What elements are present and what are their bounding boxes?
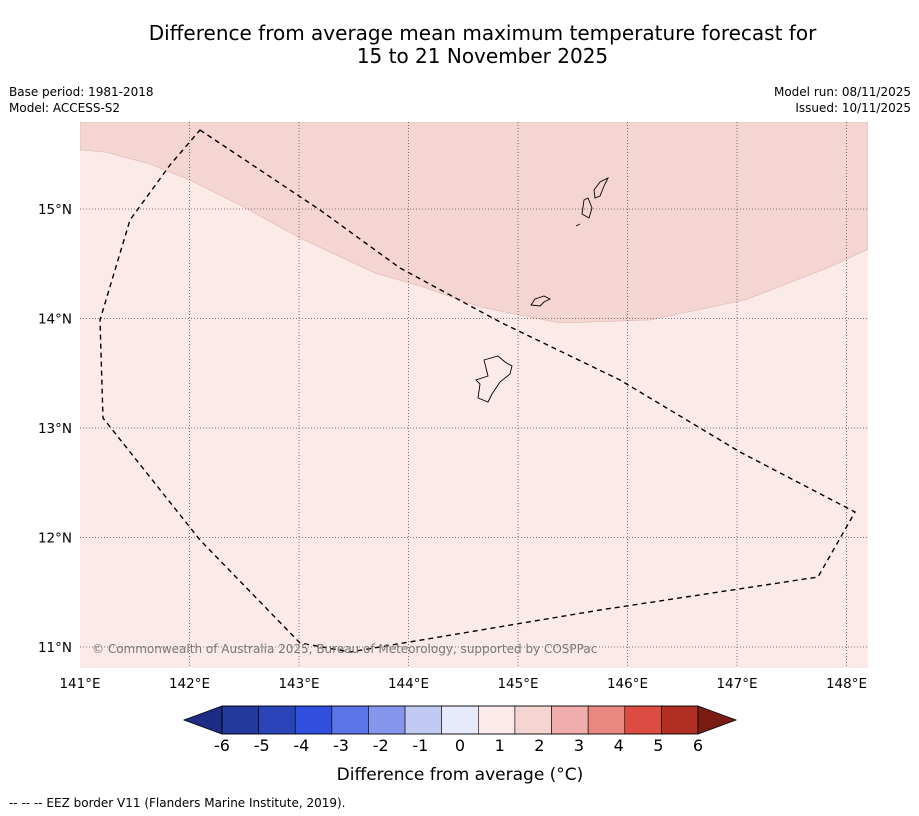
copyright-text: © Commonwealth of Australia 2025, Bureau… <box>92 642 597 656</box>
colorbar-tick-label: 3 <box>574 736 584 755</box>
colorbar-cell <box>258 705 296 735</box>
colorbar-label: Difference from average (°C) <box>337 765 584 785</box>
colorbar-tick-label: -1 <box>412 736 428 755</box>
colorbar-cell <box>478 705 516 735</box>
colorbar-tick-label: 0 <box>455 736 465 755</box>
colorbar-cell <box>551 705 589 735</box>
eez-footnote: -- -- -- EEZ border V11 (Flanders Marine… <box>9 796 346 810</box>
map-plot-area: © Commonwealth of Australia 2025, Bureau… <box>80 122 868 668</box>
lon-tick-labels: 141°E 142°E 143°E 144°E 145°E 146°E 147°… <box>59 676 867 692</box>
lat-label: 15°N <box>38 202 72 218</box>
lon-label: 146°E <box>607 676 648 692</box>
model-text: Model: ACCESS-S2 <box>9 101 121 115</box>
colorbar-cell <box>331 705 369 735</box>
colorbar-cell <box>441 705 479 735</box>
colorbar-cell <box>661 705 699 735</box>
meta-left: Base period: 1981-2018 Model: ACCESS-S2 <box>9 84 154 116</box>
rota-island <box>530 295 552 307</box>
colorbar-cell <box>514 705 552 735</box>
lat-tick-labels: 15°N 14°N 13°N 12°N 11°N <box>38 202 72 656</box>
guam-island <box>475 355 513 403</box>
lon-label: 145°E <box>497 676 538 692</box>
colorbar-tick-label: 6 <box>693 736 703 755</box>
meta-right: Model run: 08/11/2025 Issued: 10/11/2025 <box>774 84 911 116</box>
colorbar-tick-label: -4 <box>293 736 309 755</box>
anomaly-zone-1-2 <box>80 122 868 324</box>
issued-text: Issued: 10/11/2025 <box>795 101 911 115</box>
base-period-text: Base period: 1981-2018 <box>9 85 154 99</box>
lat-label: 12°N <box>38 531 72 547</box>
eez-border <box>99 129 856 653</box>
colorbar-tick-label: -5 <box>254 736 270 755</box>
colorbar-tick-labels: -6 -5 -4 -3 -2 -1 0 1 2 3 4 5 6 <box>214 736 703 755</box>
lat-label: 11°N <box>38 640 72 656</box>
colorbar-extend-low <box>182 705 223 735</box>
colorbar-extend-high <box>697 705 738 735</box>
lon-label: 148°E <box>826 676 867 692</box>
lon-label: 147°E <box>716 676 757 692</box>
lon-label: 144°E <box>388 676 429 692</box>
colorbar-cell <box>624 705 662 735</box>
lon-label: 143°E <box>278 676 319 692</box>
colorbar-tick-label: -2 <box>373 736 389 755</box>
model-run-text: Model run: 08/11/2025 <box>773 85 911 99</box>
saipan-island <box>593 176 610 199</box>
tinian-island <box>581 197 593 219</box>
colorbar-cell <box>368 705 406 735</box>
colorbar-cell <box>294 705 333 735</box>
colorbar-tick-label: 1 <box>495 736 505 755</box>
colorbar-cell <box>404 705 442 735</box>
colorbar-cell <box>221 705 259 735</box>
colorbar-cell <box>587 705 626 735</box>
map-title: Difference from average mean maximum tem… <box>0 22 919 68</box>
lon-label: 141°E <box>59 676 100 692</box>
title-line-1: Difference from average mean maximum tem… <box>148 21 817 45</box>
colorbar: -6 -5 -4 -3 -2 -1 0 1 2 3 4 5 6 Difference from aver… <box>182 705 738 785</box>
lon-label: 142°E <box>169 676 210 692</box>
lat-label: 14°N <box>38 312 72 328</box>
lat-label: 13°N <box>38 421 72 437</box>
colorbar-tick-label: 4 <box>614 736 624 755</box>
colorbar-cells <box>221 705 699 735</box>
colorbar-tick-label: -6 <box>214 736 230 755</box>
graticule <box>80 122 868 668</box>
title-line-2: 15 to 21 November 2025 <box>356 44 609 68</box>
colorbar-frame <box>221 705 699 735</box>
colorbar-tick-label: -3 <box>333 736 349 755</box>
colorbar-tick-label: 5 <box>653 736 663 755</box>
aguijan-island <box>575 223 581 227</box>
colorbar-tick-label: 2 <box>534 736 544 755</box>
